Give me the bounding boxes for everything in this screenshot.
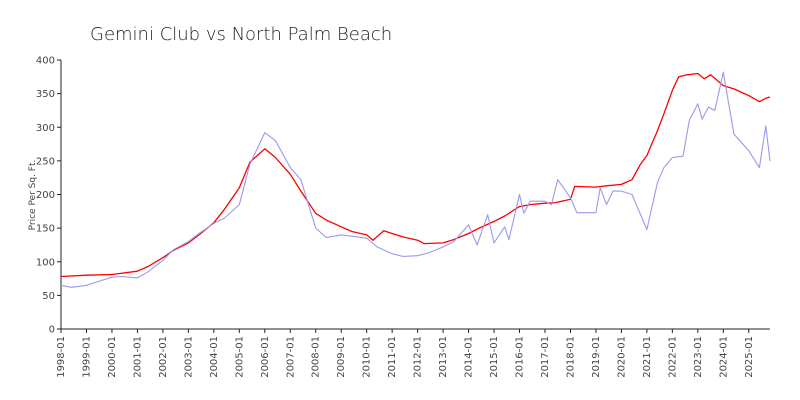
x-tick-label: 2007-01 bbox=[285, 336, 296, 378]
plot-area: 0 50 100 150 200 250 300 350 400 1998-01 1999-01 20… bbox=[36, 56, 771, 378]
x-tick-label: 2021-01 bbox=[642, 336, 653, 378]
x-tick-label: 2000-01 bbox=[107, 336, 118, 378]
y-tick-label: 0 bbox=[49, 325, 55, 336]
x-tick-label: 2016-01 bbox=[515, 336, 526, 378]
x-tick-label: 2003-01 bbox=[183, 336, 194, 378]
x-tick-label: 2004-01 bbox=[209, 336, 220, 378]
x-tick-label: 2012-01 bbox=[413, 336, 424, 378]
x-tick-label: 1999-01 bbox=[81, 336, 92, 378]
x-tick-label: 2001-01 bbox=[132, 336, 143, 378]
x-tick-label: 2011-01 bbox=[387, 336, 398, 378]
x-tick-label: 2025-01 bbox=[744, 336, 755, 378]
series-line-2 bbox=[60, 71, 771, 288]
x-tick-label: 2005-01 bbox=[234, 336, 245, 378]
y-tick-label: 50 bbox=[42, 291, 55, 302]
y-axis-label: Price Per Sq. Ft. bbox=[28, 160, 38, 231]
x-tick-label: 2018-01 bbox=[565, 336, 576, 378]
x-tick-label: 2010-01 bbox=[362, 336, 373, 378]
y-tick-label: 250 bbox=[36, 156, 55, 167]
x-tick-label: 2017-01 bbox=[540, 336, 551, 378]
x-tick-label: 2024-01 bbox=[718, 336, 729, 378]
y-tick-label: 100 bbox=[36, 257, 55, 268]
x-tick-label: 2023-01 bbox=[693, 336, 704, 378]
y-tick-label: 350 bbox=[36, 89, 55, 100]
series-line-1 bbox=[60, 72, 771, 278]
y-tick-label: 200 bbox=[36, 190, 55, 201]
y-tick-label: 150 bbox=[36, 224, 55, 235]
x-tick-label: 2019-01 bbox=[591, 336, 602, 378]
y-tick-label: 400 bbox=[36, 56, 55, 67]
x-tick-label: 2002-01 bbox=[158, 336, 169, 378]
chart-title: Gemini Club vs North Palm Beach bbox=[90, 24, 392, 45]
x-tick-label: 1998-01 bbox=[56, 336, 67, 378]
x-tick-label: 2006-01 bbox=[260, 336, 271, 378]
x-tick-label: 2008-01 bbox=[311, 336, 322, 378]
x-tick-label: 2015-01 bbox=[489, 336, 500, 378]
x-tick-label: 2020-01 bbox=[616, 336, 627, 378]
y-tick-label: 300 bbox=[36, 123, 55, 134]
x-tick-label: 2009-01 bbox=[336, 336, 347, 378]
x-tick-label: 2014-01 bbox=[464, 336, 475, 378]
x-tick-label: 2013-01 bbox=[438, 336, 449, 378]
x-tick-label: 2022-01 bbox=[667, 336, 678, 378]
